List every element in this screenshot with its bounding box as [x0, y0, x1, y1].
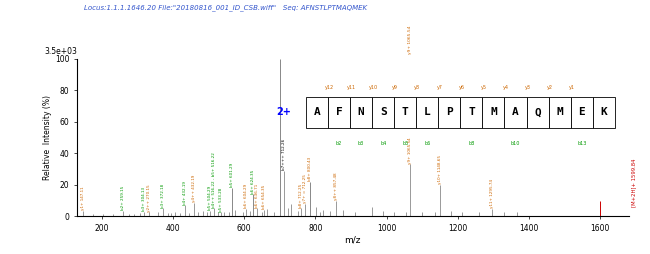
Text: T: T [468, 107, 474, 117]
Text: y2++ 270.15: y2++ 270.15 [148, 184, 151, 212]
Bar [438, 97, 460, 128]
Text: y9+ 1065.54: y9+ 1065.54 [408, 137, 412, 164]
Text: b10: b10 [511, 141, 520, 146]
Text: Locus:1.1.1.1646.20 File:"20180816_001_ID_CSB.wiff"   Seq: AFNSTLPTMAQMEK: Locus:1.1.1.1646.20 File:"20180816_001_I… [84, 4, 368, 11]
Text: b6+ 636.71: b6+ 636.71 [255, 183, 259, 208]
Text: b6+ 654.35: b6+ 654.35 [262, 185, 266, 209]
Text: b4++ 516.22 - b5+ 516.22: b4++ 516.22 - b5+ 516.22 [213, 152, 216, 208]
Text: A: A [512, 107, 519, 117]
Text: y12: y12 [324, 85, 333, 90]
Text: y7: y7 [436, 85, 443, 90]
Text: y11+ 1295.74: y11+ 1295.74 [490, 180, 494, 209]
Text: K: K [601, 107, 607, 117]
Bar [394, 97, 416, 128]
Text: Q: Q [534, 107, 541, 117]
Text: b13: b13 [577, 141, 586, 146]
Text: y10: y10 [369, 85, 378, 90]
Text: y6: y6 [458, 85, 465, 90]
Text: y8: y8 [414, 85, 421, 90]
Text: 2+: 2+ [276, 107, 291, 117]
Text: b3: b3 [358, 141, 364, 146]
Text: b3+ 304.13: b3+ 304.13 [142, 187, 146, 211]
Text: y5: y5 [480, 85, 487, 90]
Text: b2+ 259.15: b2+ 259.15 [121, 186, 125, 210]
Bar [526, 97, 549, 128]
Text: b2: b2 [336, 141, 342, 146]
Text: y1: y1 [569, 85, 575, 90]
Bar [549, 97, 571, 128]
Bar [593, 97, 615, 128]
Text: 3.5e+03: 3.5e+03 [44, 47, 77, 56]
X-axis label: m/z: m/z [344, 236, 361, 245]
Text: b6: b6 [424, 141, 430, 146]
Text: y1+ 147.11: y1+ 147.11 [81, 186, 85, 210]
Bar [306, 97, 328, 128]
Text: y3: y3 [525, 85, 530, 90]
Text: b8+ 712.25: b8+ 712.25 [299, 183, 303, 208]
Text: y2: y2 [547, 85, 552, 90]
Text: y4++ 432.19: y4++ 432.19 [192, 175, 196, 202]
Text: y8++ 857.48: y8++ 857.48 [334, 172, 338, 200]
Text: P: P [446, 107, 452, 117]
Text: b6+ 604.29: b6+ 604.29 [244, 184, 248, 209]
Text: b5: b5 [402, 141, 408, 146]
Text: y10+ 1148.65: y10+ 1148.65 [437, 155, 441, 184]
Text: b8+ 800.43: b8+ 800.43 [308, 157, 312, 181]
Bar [571, 97, 593, 128]
Bar [350, 97, 372, 128]
Text: y7+ = 712.25: y7+ = 712.25 [303, 174, 307, 203]
Text: M: M [556, 107, 563, 117]
Text: L: L [424, 107, 431, 117]
Text: F: F [335, 107, 343, 117]
Text: b7+++ 712.26: b7+++ 712.26 [282, 139, 286, 170]
Text: b5+ 601.29: b5+ 601.29 [229, 163, 233, 187]
Text: b8: b8 [468, 141, 474, 146]
Text: T: T [402, 107, 409, 117]
Text: b5+ 533.28: b5+ 533.28 [218, 187, 222, 212]
Text: y9+ 1065.54: y9+ 1065.54 [408, 26, 412, 54]
Text: A: A [313, 107, 320, 117]
Text: E: E [578, 107, 585, 117]
Bar [460, 97, 482, 128]
Text: N: N [358, 107, 365, 117]
Text: y4: y4 [502, 85, 508, 90]
Text: b4: b4 [380, 141, 386, 146]
Bar [328, 97, 350, 128]
Bar [372, 97, 394, 128]
Text: b6+ 624.35: b6+ 624.35 [251, 169, 255, 194]
Text: [M+2H]+ 1599.84: [M+2H]+ 1599.84 [631, 158, 636, 207]
Bar [482, 97, 504, 128]
Bar [416, 97, 438, 128]
Text: b3+ 372.18: b3+ 372.18 [161, 183, 165, 208]
Text: y11: y11 [346, 85, 356, 90]
Bar [504, 97, 526, 128]
Text: b5+ 504.29: b5+ 504.29 [208, 186, 213, 210]
Text: b4+ 432.19: b4+ 432.19 [183, 181, 187, 204]
Text: M: M [490, 107, 497, 117]
Text: S: S [380, 107, 387, 117]
Text: y9: y9 [393, 85, 398, 90]
Y-axis label: Relative  Intensity (%): Relative Intensity (%) [43, 95, 52, 180]
